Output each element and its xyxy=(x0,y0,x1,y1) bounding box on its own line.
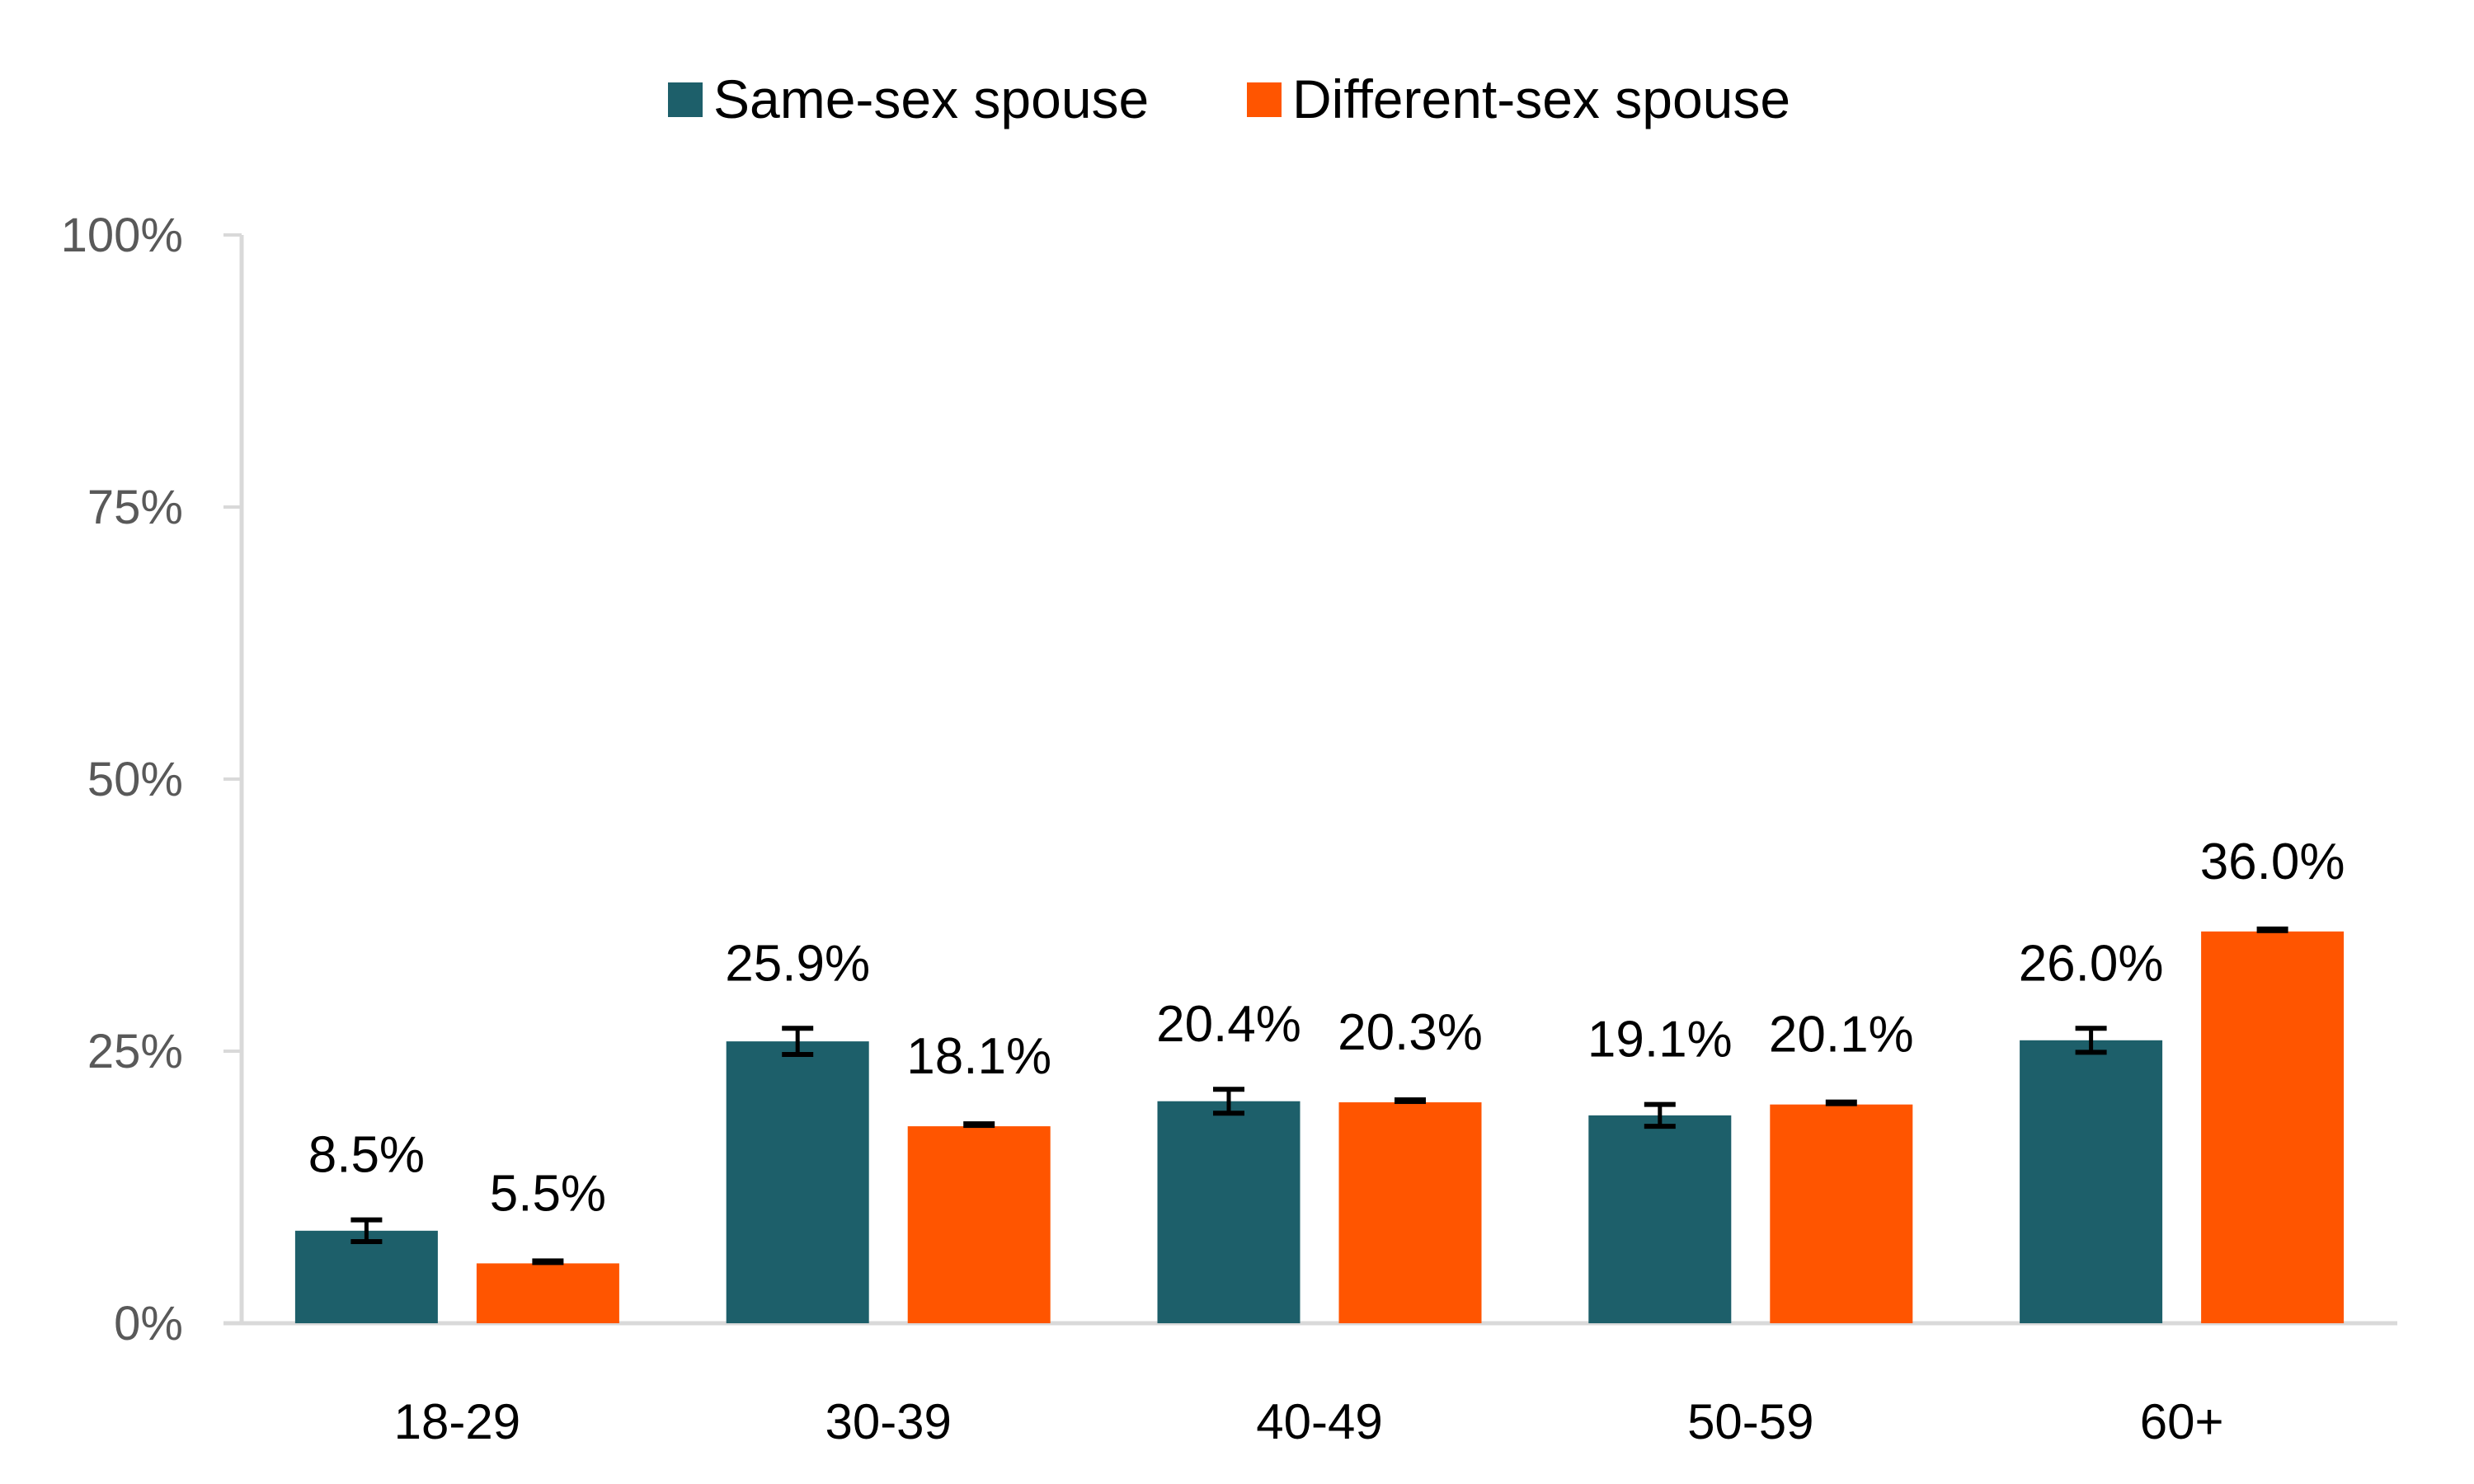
data-label-different-sex: 20.3% xyxy=(1338,1004,1483,1061)
error-bar-different-sex xyxy=(2256,926,2288,933)
bar-different-sex xyxy=(2201,931,2345,1323)
legend: Same-sex spouse Different-sex spouse xyxy=(668,68,1790,129)
data-label-different-sex: 5.5% xyxy=(490,1165,606,1222)
bar-same-sex xyxy=(2020,1040,2163,1323)
bar-different-sex xyxy=(1338,1102,1482,1323)
legend-label-same-sex: Same-sex spouse xyxy=(713,68,1149,129)
bar-same-sex xyxy=(726,1041,869,1323)
error-bar-different-sex xyxy=(963,1121,995,1129)
data-label-different-sex: 36.0% xyxy=(2200,834,2345,890)
y-tick-label: 50% xyxy=(87,753,183,806)
x-tick-label: 50-59 xyxy=(1687,1394,1813,1449)
x-tick-label: 30-39 xyxy=(825,1394,951,1449)
bar-different-sex xyxy=(1770,1104,1913,1323)
data-label-same-sex: 25.9% xyxy=(725,935,870,992)
data-label-same-sex: 8.5% xyxy=(308,1127,425,1184)
error-bar-different-sex xyxy=(532,1258,564,1266)
data-label-different-sex: 20.1% xyxy=(1769,1007,1914,1064)
legend-swatch-different-sex xyxy=(1247,82,1282,117)
y-tick-label: 75% xyxy=(87,481,183,534)
x-tick-label: 40-49 xyxy=(1256,1394,1382,1449)
bar-same-sex xyxy=(294,1230,438,1323)
y-tick-label: 100% xyxy=(61,209,183,262)
data-label-same-sex: 19.1% xyxy=(1587,1012,1733,1068)
bar-different-sex xyxy=(907,1126,1051,1323)
data-label-same-sex: 20.4% xyxy=(1156,996,1301,1053)
x-axis: 18-29 30-39 40-49 50-59 60+ xyxy=(223,1321,2397,1449)
x-tick-label: 60+ xyxy=(2140,1394,2224,1449)
legend-label-different-sex: Different-sex spouse xyxy=(1292,68,1790,129)
y-tick-label: 0% xyxy=(114,1297,183,1350)
error-bar-different-sex xyxy=(1825,1099,1857,1106)
bar-different-sex xyxy=(476,1263,619,1323)
data-label-different-sex: 18.1% xyxy=(906,1028,1051,1085)
bar-same-sex xyxy=(1588,1115,1732,1323)
y-tick-label: 25% xyxy=(87,1025,183,1078)
x-tick-label: 18-29 xyxy=(394,1394,520,1449)
legend-swatch-same-sex xyxy=(668,82,703,117)
y-axis: 0% 25% 50% 75% 100% xyxy=(61,209,244,1350)
bar-same-sex xyxy=(1157,1101,1300,1323)
error-bar-different-sex xyxy=(1395,1097,1426,1105)
data-label-same-sex: 26.0% xyxy=(2019,935,2164,992)
bars: 8.5% 5.5% 25.9% 18.1% 20.4% 20.3% 19.1% 20.1% 26… xyxy=(294,834,2345,1323)
